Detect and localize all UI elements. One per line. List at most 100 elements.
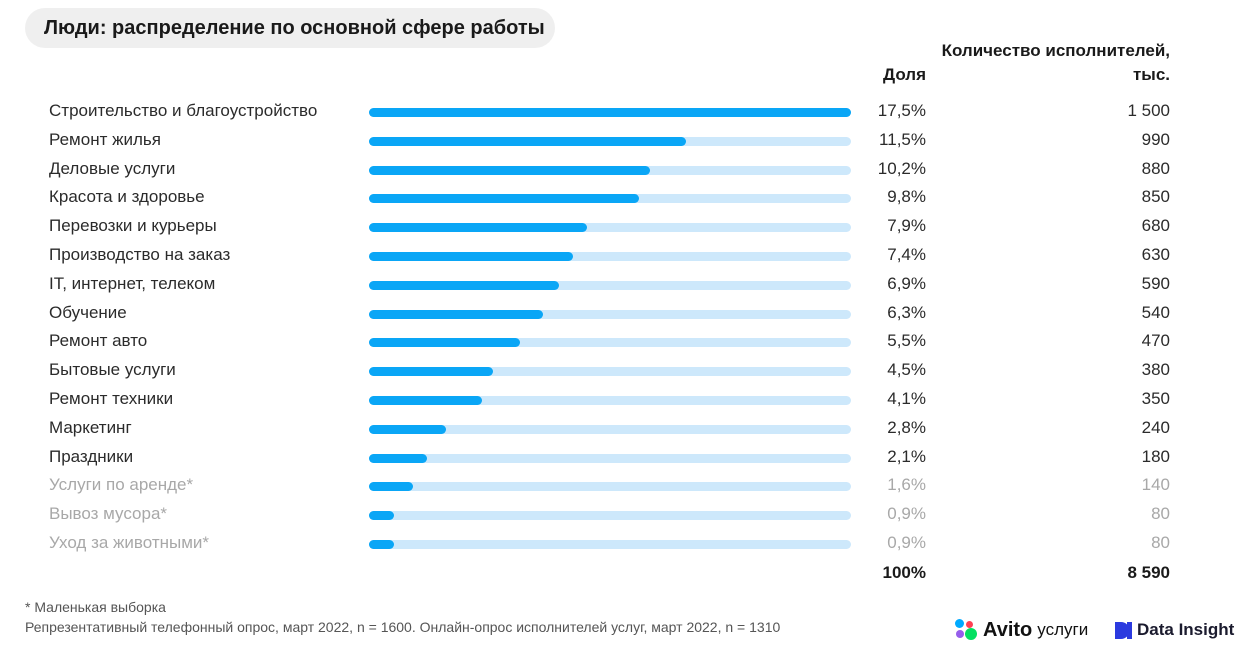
share-value: 9,8% xyxy=(887,187,926,207)
category-label: Обучение xyxy=(49,302,127,322)
bar xyxy=(369,511,394,521)
bar-row: Перевозки и курьеры 7,9% 680 xyxy=(0,213,1253,242)
chart-title: Люди: распределение по основной сфере ра… xyxy=(25,8,555,48)
bar-row: Деловые услуги 10,2% 880 xyxy=(0,156,1253,185)
count-value: 880 xyxy=(1141,158,1170,178)
category-label: Производство на заказ xyxy=(49,244,231,264)
bar-row: Праздники 2,1% 180 xyxy=(0,444,1253,473)
bar-track xyxy=(369,165,851,175)
column-header-count: Количество исполнителей, тыс. xyxy=(941,41,1170,84)
share-value: 4,5% xyxy=(887,360,926,380)
count-value: 540 xyxy=(1141,302,1170,322)
share-value: 0,9% xyxy=(887,532,926,552)
bar-row: Обучение 6,3% 540 xyxy=(0,300,1253,329)
bar xyxy=(369,453,427,463)
bar-row: Маркетинг 2,8% 240 xyxy=(0,415,1253,444)
count-value: 850 xyxy=(1141,187,1170,207)
count-value: 590 xyxy=(1141,273,1170,293)
bar xyxy=(369,309,543,319)
count-value: 350 xyxy=(1141,388,1170,408)
bar-row: Ремонт жилья 11,5% 990 xyxy=(0,127,1253,156)
bar-track xyxy=(369,194,851,204)
share-value: 2,1% xyxy=(887,446,926,466)
bar-row: Услуги по аренде* 1,6% 140 xyxy=(0,472,1253,501)
avito-dots-icon xyxy=(955,619,977,641)
share-value: 7,9% xyxy=(887,216,926,236)
share-value: 0,9% xyxy=(887,504,926,524)
count-value: 80 xyxy=(1151,504,1170,524)
category-label: Уход за животными* xyxy=(49,532,210,552)
bar-row: Производство на заказ 7,4% 630 xyxy=(0,242,1253,271)
count-value: 1 500 xyxy=(1127,101,1170,120)
bar xyxy=(369,194,639,204)
bar-track xyxy=(369,136,851,146)
category-label: Маркетинг xyxy=(49,417,132,437)
avito-subtitle: услуги xyxy=(1037,620,1089,639)
avito-wordmark: Avito xyxy=(983,618,1033,641)
bar xyxy=(369,165,650,175)
share-value: 4,1% xyxy=(887,388,926,408)
count-value: 680 xyxy=(1141,216,1170,236)
bar-track xyxy=(369,539,851,549)
category-label: Деловые услуги xyxy=(49,158,176,178)
bar xyxy=(369,539,394,549)
bar-track xyxy=(369,338,851,348)
category-label: Бытовые услуги xyxy=(49,360,176,380)
share-value: 1,6% xyxy=(887,475,926,495)
category-label: Ремонт жилья xyxy=(49,129,161,149)
category-label: Строительство и благоустройство xyxy=(49,101,318,120)
count-value: 240 xyxy=(1141,417,1170,437)
bar xyxy=(369,395,482,405)
bar-row: Строительство и благоустройство 17,5% 1 50… xyxy=(0,98,1253,127)
share-value: 6,3% xyxy=(887,302,926,322)
share-value: 5,5% xyxy=(887,331,926,351)
bar-track xyxy=(369,482,851,492)
share-value: 7,4% xyxy=(887,244,926,264)
source-note: Репрезентативный телефонный опрос, март … xyxy=(25,619,781,635)
bar-track xyxy=(369,367,851,377)
bar-track xyxy=(369,251,851,261)
category-label: Вывоз мусора* xyxy=(49,504,168,524)
bar-row: Бытовые услуги 4,5% 380 xyxy=(0,357,1253,386)
count-value: 380 xyxy=(1141,360,1170,380)
count-value: 140 xyxy=(1141,475,1170,495)
category-label: Красота и здоровье xyxy=(49,187,205,207)
footnote: * Маленькая выборка xyxy=(25,599,166,615)
bar-track xyxy=(369,395,851,405)
datainsight-wordmark: Data Insight xyxy=(1137,620,1235,639)
share-value: 11,5% xyxy=(879,129,926,149)
count-value: 630 xyxy=(1141,244,1170,264)
bar-rows: Строительство и благоустройство 17,5% 1 50… xyxy=(0,98,1253,559)
bar xyxy=(369,108,851,117)
bar-row: Ремонт техники 4,1% 350 xyxy=(0,386,1253,415)
total-count: 8 590 xyxy=(1127,563,1170,582)
datainsight-logo: Data Insight xyxy=(1115,618,1234,642)
share-value: 6,9% xyxy=(887,273,926,293)
bar xyxy=(369,136,686,146)
bar-track xyxy=(369,309,851,319)
bar-row: Красота и здоровье 9,8% 850 xyxy=(0,184,1253,213)
bar-row: Ремонт авто 5,5% 470 xyxy=(0,328,1253,357)
category-label: Праздники xyxy=(49,446,134,466)
share-value: 2,8% xyxy=(887,417,926,437)
bar xyxy=(369,251,573,261)
bar xyxy=(369,338,521,348)
column-header-share: Доля xyxy=(883,65,926,84)
bar-track xyxy=(369,511,851,521)
bar-track xyxy=(369,108,851,117)
count-value: 470 xyxy=(1141,331,1170,351)
bar xyxy=(369,367,493,377)
bar xyxy=(369,424,447,434)
bar-track xyxy=(369,424,851,434)
share-value: 17,5% xyxy=(877,101,926,120)
count-value: 80 xyxy=(1151,532,1170,552)
bar xyxy=(369,280,560,290)
bar-row: IT, интернет, телеком 6,9% 590 xyxy=(0,271,1253,300)
count-value: 990 xyxy=(1141,129,1170,149)
bar-track xyxy=(369,453,851,463)
bar xyxy=(369,482,414,492)
category-label: Ремонт авто xyxy=(49,331,148,351)
total-share: 100% xyxy=(882,563,926,582)
category-label: Перевозки и курьеры xyxy=(49,216,217,236)
share-value: 10,2% xyxy=(877,158,926,178)
